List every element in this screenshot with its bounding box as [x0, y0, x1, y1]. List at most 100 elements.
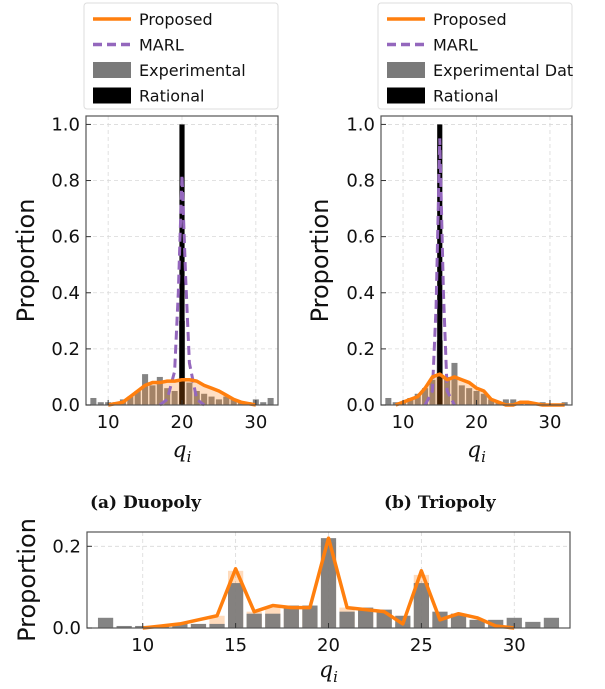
legend-swatch [387, 62, 425, 78]
experimental-bar [193, 390, 200, 405]
x-tick-label: 30 [503, 635, 526, 656]
experimental-bar [422, 388, 429, 405]
experimental-bar [209, 623, 225, 628]
x-tick-label: 25 [410, 635, 433, 656]
rational-bar [179, 124, 185, 405]
experimental-bar [466, 388, 473, 405]
experimental-bar [223, 396, 230, 405]
experimental-bar [283, 605, 299, 628]
experimental-bar [90, 397, 97, 405]
experimental-bar [488, 619, 504, 628]
x-axis-label: qi [467, 438, 486, 466]
y-tick-label: 0.4 [346, 283, 375, 304]
y-tick-label: 0.2 [346, 339, 375, 360]
caption-triopoly: (b) Triopoly [384, 493, 496, 513]
x-axis-label-sub: i [333, 668, 338, 686]
legend-swatch [93, 87, 131, 104]
experimental-bar [510, 399, 517, 405]
experimental-bar [142, 374, 149, 405]
y-tick-label: 0.2 [52, 536, 81, 557]
experimental-bar [320, 538, 337, 628]
y-tick-label: 0.8 [51, 171, 80, 192]
legend-label: Experimental [139, 61, 246, 80]
x-tick-label: 30 [539, 412, 562, 433]
panel-triopoly [380, 115, 573, 407]
experimental-bar [190, 623, 207, 628]
experimental-bar [339, 611, 355, 628]
experimental-bar [358, 607, 374, 628]
experimental-bar [473, 390, 480, 405]
proposed-line [142, 536, 515, 630]
marl-line [158, 174, 206, 407]
x-tick-label: 10 [392, 412, 415, 433]
experimental-bar [149, 385, 156, 405]
legend-swatch [387, 87, 425, 104]
legend-frame [83, 2, 279, 110]
y-tick-label: 0.4 [51, 283, 80, 304]
x-tick-label: 20 [317, 635, 340, 656]
legend-label: MARL [433, 36, 478, 55]
x-tick-label: 20 [171, 412, 194, 433]
y-axis-label: Proportion [306, 199, 334, 323]
experimental-bar [450, 613, 467, 628]
x-axis-label-main: q [319, 658, 333, 683]
experimental-bar [506, 617, 522, 628]
experimental-bar [127, 396, 134, 405]
experimental-bar [201, 393, 208, 405]
legend-label: Rational [433, 87, 498, 106]
x-axis-label: qi [173, 438, 192, 466]
legend-label: Experimental Dat [433, 61, 573, 80]
legend [83, 2, 279, 110]
experimental-bar [469, 619, 485, 628]
caption-duopoly: (a) Duopoly [90, 493, 202, 513]
x-tick-label: 30 [244, 412, 267, 433]
y-axis-label: Proportion [13, 518, 41, 642]
x-tick-label: 20 [465, 412, 488, 433]
y-tick-label: 1.0 [346, 114, 375, 135]
experimental-bar [413, 583, 430, 628]
y-axis-label: Proportion [12, 199, 40, 323]
legend-label: Proposed [433, 10, 507, 29]
proposed-line [395, 372, 565, 407]
legend-label: Rational [139, 87, 204, 106]
rational-bar [437, 124, 443, 405]
experimental-bar [525, 621, 541, 628]
experimental-bar [458, 385, 465, 405]
x-axis-label-sub: i [481, 448, 486, 466]
legend-label: MARL [139, 36, 184, 55]
panel-duopoly [85, 115, 279, 407]
experimental-bar [414, 393, 421, 405]
experimental-bar [172, 623, 188, 628]
marl-line [423, 138, 456, 406]
experimental-bar [116, 625, 132, 628]
x-axis-label: qi [319, 658, 338, 686]
y-tick-label: 0.8 [346, 171, 375, 192]
experimental-bar [208, 396, 215, 405]
experimental-bar [171, 390, 178, 405]
experimental-bar [97, 617, 114, 628]
experimental-bar [164, 388, 171, 405]
legend-label: Proposed [139, 10, 213, 29]
y-tick-label: 0.0 [52, 618, 81, 639]
experimental-bar [134, 390, 141, 405]
x-tick-label: 15 [224, 635, 247, 656]
experimental-bar [265, 613, 281, 628]
experimental-bar [227, 583, 244, 628]
experimental-bar [302, 605, 318, 628]
experimental-bar [488, 399, 495, 405]
legend-frame [377, 2, 573, 110]
legend-swatch [93, 62, 131, 78]
experimental-bar [267, 397, 274, 405]
y-tick-label: 0.6 [346, 227, 375, 248]
y-tick-label: 0.6 [51, 227, 80, 248]
experimental-bar [246, 613, 262, 628]
legend [377, 2, 573, 110]
x-tick-label: 10 [131, 635, 154, 656]
experimental-bar [480, 393, 487, 405]
x-axis-label-main: q [173, 438, 187, 463]
proposed-line [107, 377, 257, 407]
x-axis-label-main: q [467, 438, 481, 463]
experimental-bar [260, 402, 267, 405]
experimental-bar [215, 399, 222, 405]
experimental-bar [156, 376, 163, 405]
